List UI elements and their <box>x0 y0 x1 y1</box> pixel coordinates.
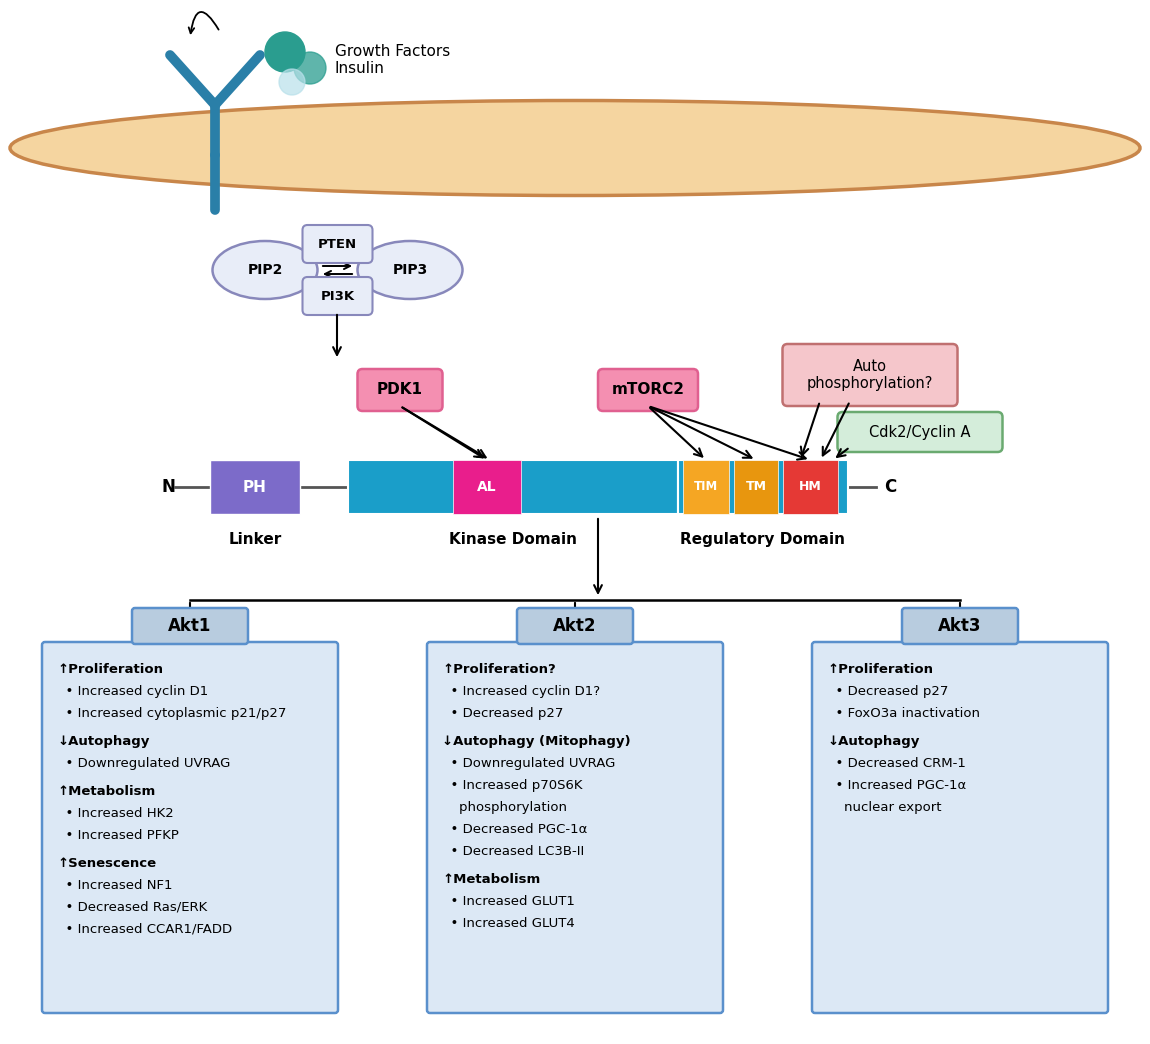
Text: • Increased HK2: • Increased HK2 <box>58 807 174 820</box>
Ellipse shape <box>358 241 462 299</box>
Text: Kinase Domain: Kinase Domain <box>448 532 577 547</box>
Text: • Increased GLUT1: • Increased GLUT1 <box>442 895 575 908</box>
Text: • Increased PFKP: • Increased PFKP <box>58 829 179 843</box>
Circle shape <box>294 52 325 84</box>
FancyBboxPatch shape <box>302 277 373 315</box>
FancyBboxPatch shape <box>453 460 521 514</box>
Text: ↑Proliferation: ↑Proliferation <box>827 663 933 677</box>
Text: • Decreased Ras/ERK: • Decreased Ras/ERK <box>58 901 207 914</box>
Text: ↓Autophagy (Mitophagy): ↓Autophagy (Mitophagy) <box>442 735 630 748</box>
Text: • Increased NF1: • Increased NF1 <box>58 879 172 892</box>
Text: • Increased cyclin D1?: • Increased cyclin D1? <box>442 685 600 698</box>
Text: C: C <box>884 478 896 496</box>
Circle shape <box>264 32 305 72</box>
Circle shape <box>279 69 305 95</box>
FancyBboxPatch shape <box>783 460 838 514</box>
Text: ↑Proliferation: ↑Proliferation <box>58 663 163 677</box>
Text: • Decreased p27: • Decreased p27 <box>442 707 564 720</box>
Text: • Increased GLUT4: • Increased GLUT4 <box>442 917 575 930</box>
FancyBboxPatch shape <box>902 608 1018 644</box>
Text: PI3K: PI3K <box>321 289 354 303</box>
Text: • Downregulated UVRAG: • Downregulated UVRAG <box>442 757 615 770</box>
Text: PH: PH <box>243 479 267 495</box>
Text: PTEN: PTEN <box>317 237 356 251</box>
Text: AL: AL <box>477 480 497 494</box>
Text: • Increased cyclin D1: • Increased cyclin D1 <box>58 685 208 698</box>
Text: • Decreased p27: • Decreased p27 <box>827 685 949 698</box>
Text: Akt3: Akt3 <box>938 617 982 635</box>
Text: TM: TM <box>745 480 767 494</box>
FancyBboxPatch shape <box>812 642 1107 1013</box>
Text: PIP2: PIP2 <box>247 263 283 277</box>
FancyBboxPatch shape <box>210 460 300 514</box>
Text: • FoxO3a inactivation: • FoxO3a inactivation <box>827 707 980 720</box>
Text: ↑Metabolism: ↑Metabolism <box>58 785 155 798</box>
Text: Akt1: Akt1 <box>168 617 212 635</box>
Text: ↑Metabolism: ↑Metabolism <box>442 873 540 886</box>
FancyBboxPatch shape <box>427 642 723 1013</box>
FancyBboxPatch shape <box>132 608 248 644</box>
Text: Regulatory Domain: Regulatory Domain <box>681 532 845 547</box>
Text: • Decreased PGC-1α: • Decreased PGC-1α <box>442 823 588 836</box>
Text: N: N <box>161 478 175 496</box>
Text: ↓Autophagy: ↓Autophagy <box>58 735 150 748</box>
Ellipse shape <box>213 241 317 299</box>
Text: Auto
phosphorylation?: Auto phosphorylation? <box>807 359 933 392</box>
Text: • Downregulated UVRAG: • Downregulated UVRAG <box>58 757 230 770</box>
FancyBboxPatch shape <box>518 608 632 644</box>
FancyBboxPatch shape <box>302 226 373 263</box>
Text: HM: HM <box>799 480 822 494</box>
Text: • Increased PGC-1α: • Increased PGC-1α <box>827 779 966 792</box>
Text: • Increased p70S6K: • Increased p70S6K <box>442 779 583 792</box>
FancyBboxPatch shape <box>782 345 958 406</box>
FancyBboxPatch shape <box>358 369 443 411</box>
FancyBboxPatch shape <box>348 460 678 514</box>
Text: • Decreased CRM-1: • Decreased CRM-1 <box>827 757 966 770</box>
FancyBboxPatch shape <box>598 369 698 411</box>
FancyBboxPatch shape <box>683 460 729 514</box>
Text: Akt2: Akt2 <box>553 617 597 635</box>
Text: Growth Factors
Insulin: Growth Factors Insulin <box>335 44 451 76</box>
Text: ↓Autophagy: ↓Autophagy <box>827 735 919 748</box>
FancyBboxPatch shape <box>734 460 779 514</box>
Text: TIM: TIM <box>693 480 718 494</box>
Text: Cdk2/Cyclin A: Cdk2/Cyclin A <box>869 425 971 440</box>
Text: • Decreased LC3B-II: • Decreased LC3B-II <box>442 845 584 858</box>
FancyBboxPatch shape <box>678 460 848 514</box>
Text: PIP3: PIP3 <box>392 263 428 277</box>
FancyBboxPatch shape <box>837 412 1003 452</box>
Text: phosphorylation: phosphorylation <box>442 801 567 814</box>
FancyBboxPatch shape <box>43 642 338 1013</box>
Text: mTORC2: mTORC2 <box>612 382 684 398</box>
Text: • Increased cytoplasmic p21/p27: • Increased cytoplasmic p21/p27 <box>58 707 286 720</box>
Text: • Increased CCAR1/FADD: • Increased CCAR1/FADD <box>58 923 232 936</box>
Text: PDK1: PDK1 <box>377 382 423 398</box>
Text: ↑Proliferation?: ↑Proliferation? <box>442 663 555 677</box>
Text: ↑Senescence: ↑Senescence <box>58 857 156 870</box>
Ellipse shape <box>10 100 1140 195</box>
Text: nuclear export: nuclear export <box>827 801 942 814</box>
Text: Linker: Linker <box>229 532 282 547</box>
